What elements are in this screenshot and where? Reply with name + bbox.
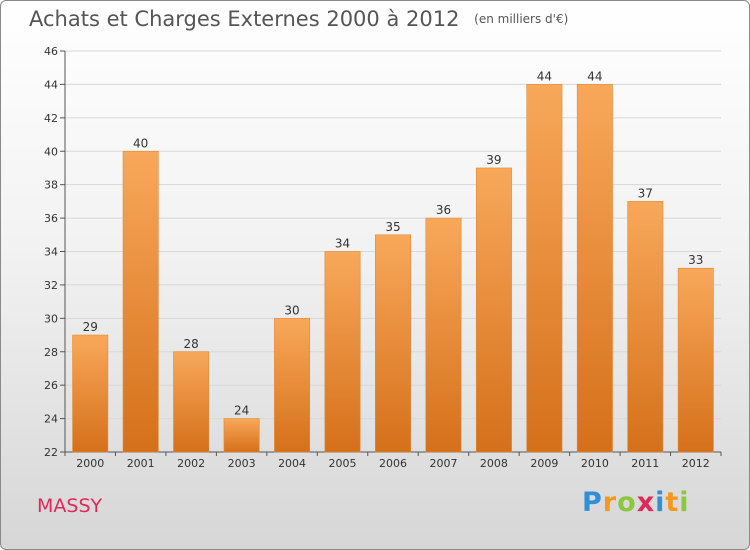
bar-2012 [677, 267, 714, 453]
x-tick-label: 2002 [177, 457, 205, 470]
y-tick-label: 34 [44, 246, 58, 259]
data-label: 30 [284, 303, 299, 317]
data-label: 29 [83, 320, 98, 334]
city-name: MASSY [37, 495, 103, 517]
logo-letter: r [602, 487, 618, 518]
data-label: 44 [587, 69, 602, 83]
y-tick-label: 44 [44, 78, 58, 91]
logo-letter: i [655, 487, 666, 518]
data-label: 40 [133, 136, 148, 150]
logo-letter: x [636, 487, 656, 518]
data-labels: 29 40 28 24 30 34 35 36 39 44 44 37 33 [83, 69, 704, 417]
y-tick-label: 26 [44, 379, 58, 392]
y-tick-label: 32 [44, 279, 58, 292]
proxiti-logo: Proxiti [582, 487, 690, 518]
bar-2007 [425, 217, 462, 453]
x-tick-label: 2008 [480, 457, 508, 470]
bar-2001 [122, 150, 159, 453]
logo-letter: o [617, 487, 637, 518]
x-tick-label: 2010 [581, 457, 609, 470]
bar-2002 [173, 351, 210, 453]
x-tick-label: 2005 [329, 457, 357, 470]
bar-2004 [274, 318, 311, 453]
chart-title: Achats et Charges Externes 2000 à 2012 (… [29, 7, 568, 31]
x-tick-label: 2006 [379, 457, 407, 470]
bar-2006 [375, 234, 411, 453]
data-label: 36 [436, 203, 451, 217]
logo-letter: t [665, 487, 680, 518]
y-tick-label: 40 [44, 145, 58, 158]
logo-letter: P [582, 487, 603, 518]
bars [72, 84, 714, 453]
bar-2011 [627, 201, 664, 453]
x-tick-label: 2003 [228, 457, 256, 470]
data-label: 35 [385, 220, 400, 234]
y-tick-label: 22 [44, 446, 58, 459]
x-tick-label: 2000 [76, 457, 104, 470]
y-axis-ticks: 22 24 26 28 30 32 34 36 38 40 42 44 46 [44, 45, 65, 459]
x-tick-label: 2007 [429, 457, 457, 470]
bar-2009 [526, 84, 563, 453]
y-tick-label: 30 [44, 312, 58, 325]
title-unit: (en milliers d'€) [474, 12, 569, 26]
data-label: 24 [234, 404, 249, 418]
data-label: 28 [184, 337, 199, 351]
data-label: 37 [638, 186, 653, 200]
y-tick-label: 24 [44, 413, 58, 426]
logo-letter: i [679, 487, 690, 518]
x-axis-ticks: 2000 2001 2002 2003 2004 2005 2006 2007 2008 2009… [64, 452, 722, 470]
bar-2003 [223, 418, 260, 453]
x-tick-label: 2004 [278, 457, 306, 470]
x-tick-label: 2011 [631, 457, 659, 470]
bar-2008 [475, 167, 512, 453]
y-tick-label: 36 [44, 212, 58, 225]
x-tick-label: 2012 [682, 457, 710, 470]
title-text: Achats et Charges Externes 2000 à 2012 [29, 7, 460, 31]
bar-2005 [324, 251, 361, 453]
y-tick-label: 38 [44, 179, 58, 192]
data-label: 44 [537, 69, 552, 83]
x-tick-label: 2009 [530, 457, 558, 470]
bar-2000 [72, 334, 109, 453]
bar-2010 [576, 84, 613, 453]
y-tick-label: 28 [44, 346, 58, 359]
y-tick-label: 46 [44, 45, 58, 58]
data-label: 33 [688, 253, 703, 267]
x-tick-label: 2001 [127, 457, 155, 470]
data-label: 39 [486, 153, 501, 167]
data-label: 34 [335, 237, 350, 251]
y-tick-label: 42 [44, 112, 58, 125]
